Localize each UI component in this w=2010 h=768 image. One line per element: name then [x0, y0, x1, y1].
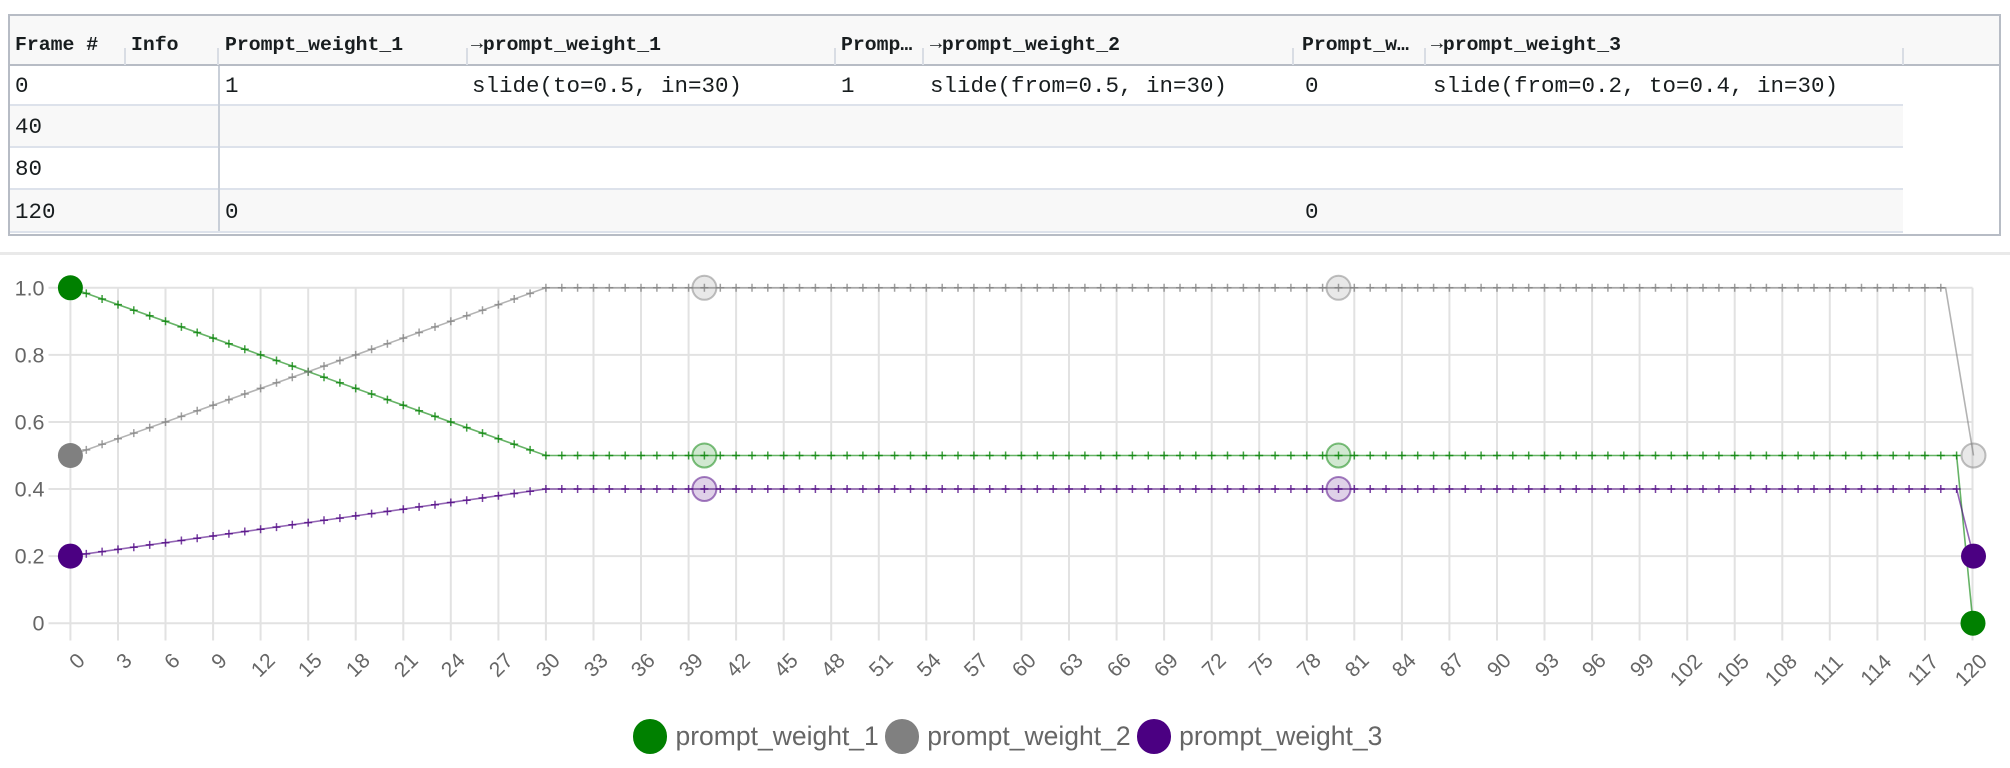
svg-text:1.0: 1.0: [15, 276, 45, 300]
svg-text:0.6: 0.6: [15, 411, 45, 435]
svg-text:0.2: 0.2: [15, 545, 45, 569]
svg-text:0.4: 0.4: [15, 478, 45, 502]
svg-text:0.8: 0.8: [15, 343, 45, 367]
svg-text:0: 0: [33, 612, 45, 636]
